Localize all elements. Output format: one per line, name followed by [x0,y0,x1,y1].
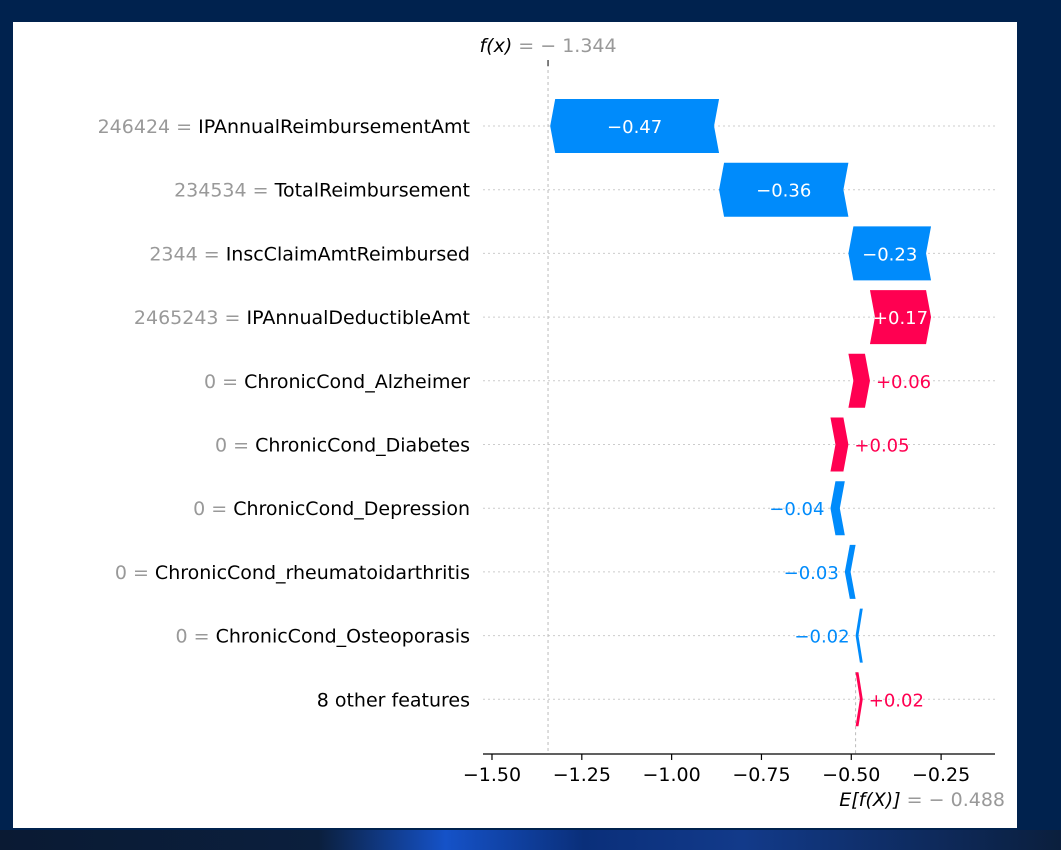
feature-name: ChronicCond_rheumatoidarthritis [155,562,470,584]
x-tick-label: −0.50 [822,764,880,786]
feature-name: IPAnnualReimbursementAmt [198,116,470,138]
feature-label: 0 = ChronicCond_Alzheimer [204,371,470,393]
feature-name: ChronicCond_Depression [233,498,470,520]
contribution-label: −0.02 [794,627,849,648]
feature-value: 0 [115,562,127,584]
feature-value: 0 [175,626,187,648]
base-value-annotation: E[f(X)] = − 0.488 [839,789,1005,811]
contribution-label: +0.17 [873,308,928,329]
feature-value: 0 [215,435,227,457]
negative-contribution-bar [830,481,845,536]
equals-sign: = [188,626,216,648]
feature-value: 2344 [149,243,197,265]
feature-name: TotalReimbursement [274,180,470,202]
contribution-label: −0.36 [756,181,811,202]
x-tick-label: −0.75 [732,764,790,786]
negative-contribution-bar [550,99,720,153]
feature-value: 2465243 [134,307,219,329]
feature-value: 0 [204,371,216,393]
contribution-label: +0.05 [854,436,909,457]
contribution-label: −0.23 [862,244,917,265]
contribution-label: +0.02 [869,690,924,711]
waterfall-chart: −0.47 246424 = IPAnnualReimbursementAmt −0… [98,35,1005,811]
negative-contribution-bar [719,162,849,217]
feature-name: 8 other features [317,689,470,711]
feature-value: 246424 [98,116,171,138]
feature-name: ChronicCond_Diabetes [255,435,470,457]
feature-name: ChronicCond_Osteoporasis [216,626,470,648]
feature-name: ChronicCond_Alzheimer [244,371,470,393]
equals-sign: = [219,307,247,329]
desktop-taskbar [0,830,1061,850]
equals-sign: = [127,562,155,584]
contribution-label: −0.04 [769,499,824,520]
feature-label: 246424 = IPAnnualReimbursementAmt [98,116,470,138]
feature-label: 8 other features [317,689,470,711]
positive-contribution-bar [830,417,849,472]
x-tick-label: −0.25 [912,764,970,786]
feature-name: InscClaimAmtReimbursed [226,243,470,265]
fx-annotation: f(x) = − 1.344 [479,35,616,57]
fx-value: = − 1.344 [512,35,616,57]
x-tick-label: −1.00 [643,764,701,786]
feature-label: 0 = ChronicCond_rheumatoidarthritis [115,562,470,584]
positive-contribution-bar [848,353,870,408]
feature-name: IPAnnualDeductibleAmt [247,307,470,329]
feature-label: 0 = ChronicCond_Depression [193,498,470,520]
base-value: = − 0.488 [901,789,1005,811]
negative-contribution-bar [848,226,932,281]
negative-contribution-bar [844,544,856,599]
equals-sign: = [216,371,244,393]
contribution-label: −0.03 [784,563,839,584]
equals-sign: = [227,435,255,457]
negative-contribution-bar [855,608,863,663]
contribution-label: −0.47 [607,117,662,138]
x-tick-label: −1.25 [553,764,611,786]
feature-label: 234534 = TotalReimbursement [174,180,470,202]
equals-sign: = [205,498,233,520]
feature-label: 2344 = InscClaimAmtReimbursed [149,243,470,265]
feature-label: 0 = ChronicCond_Diabetes [215,435,470,457]
fx-label: f(x) [479,35,512,57]
x-tick-label: −1.50 [463,764,521,786]
equals-sign: = [247,180,275,202]
base-label: E[f(X)] [839,789,900,811]
equals-sign: = [170,116,198,138]
positive-contribution-bar [869,290,932,345]
feature-label: 2465243 = IPAnnualDeductibleAmt [134,307,470,329]
feature-value: 0 [193,498,205,520]
contribution-label: +0.06 [876,372,931,393]
positive-contribution-bar [855,672,863,727]
equals-sign: = [198,243,226,265]
shap-waterfall-figure: −0.47 246424 = IPAnnualReimbursementAmt −0… [13,22,1017,828]
feature-value: 234534 [174,180,247,202]
feature-label: 0 = ChronicCond_Osteoporasis [175,626,470,648]
